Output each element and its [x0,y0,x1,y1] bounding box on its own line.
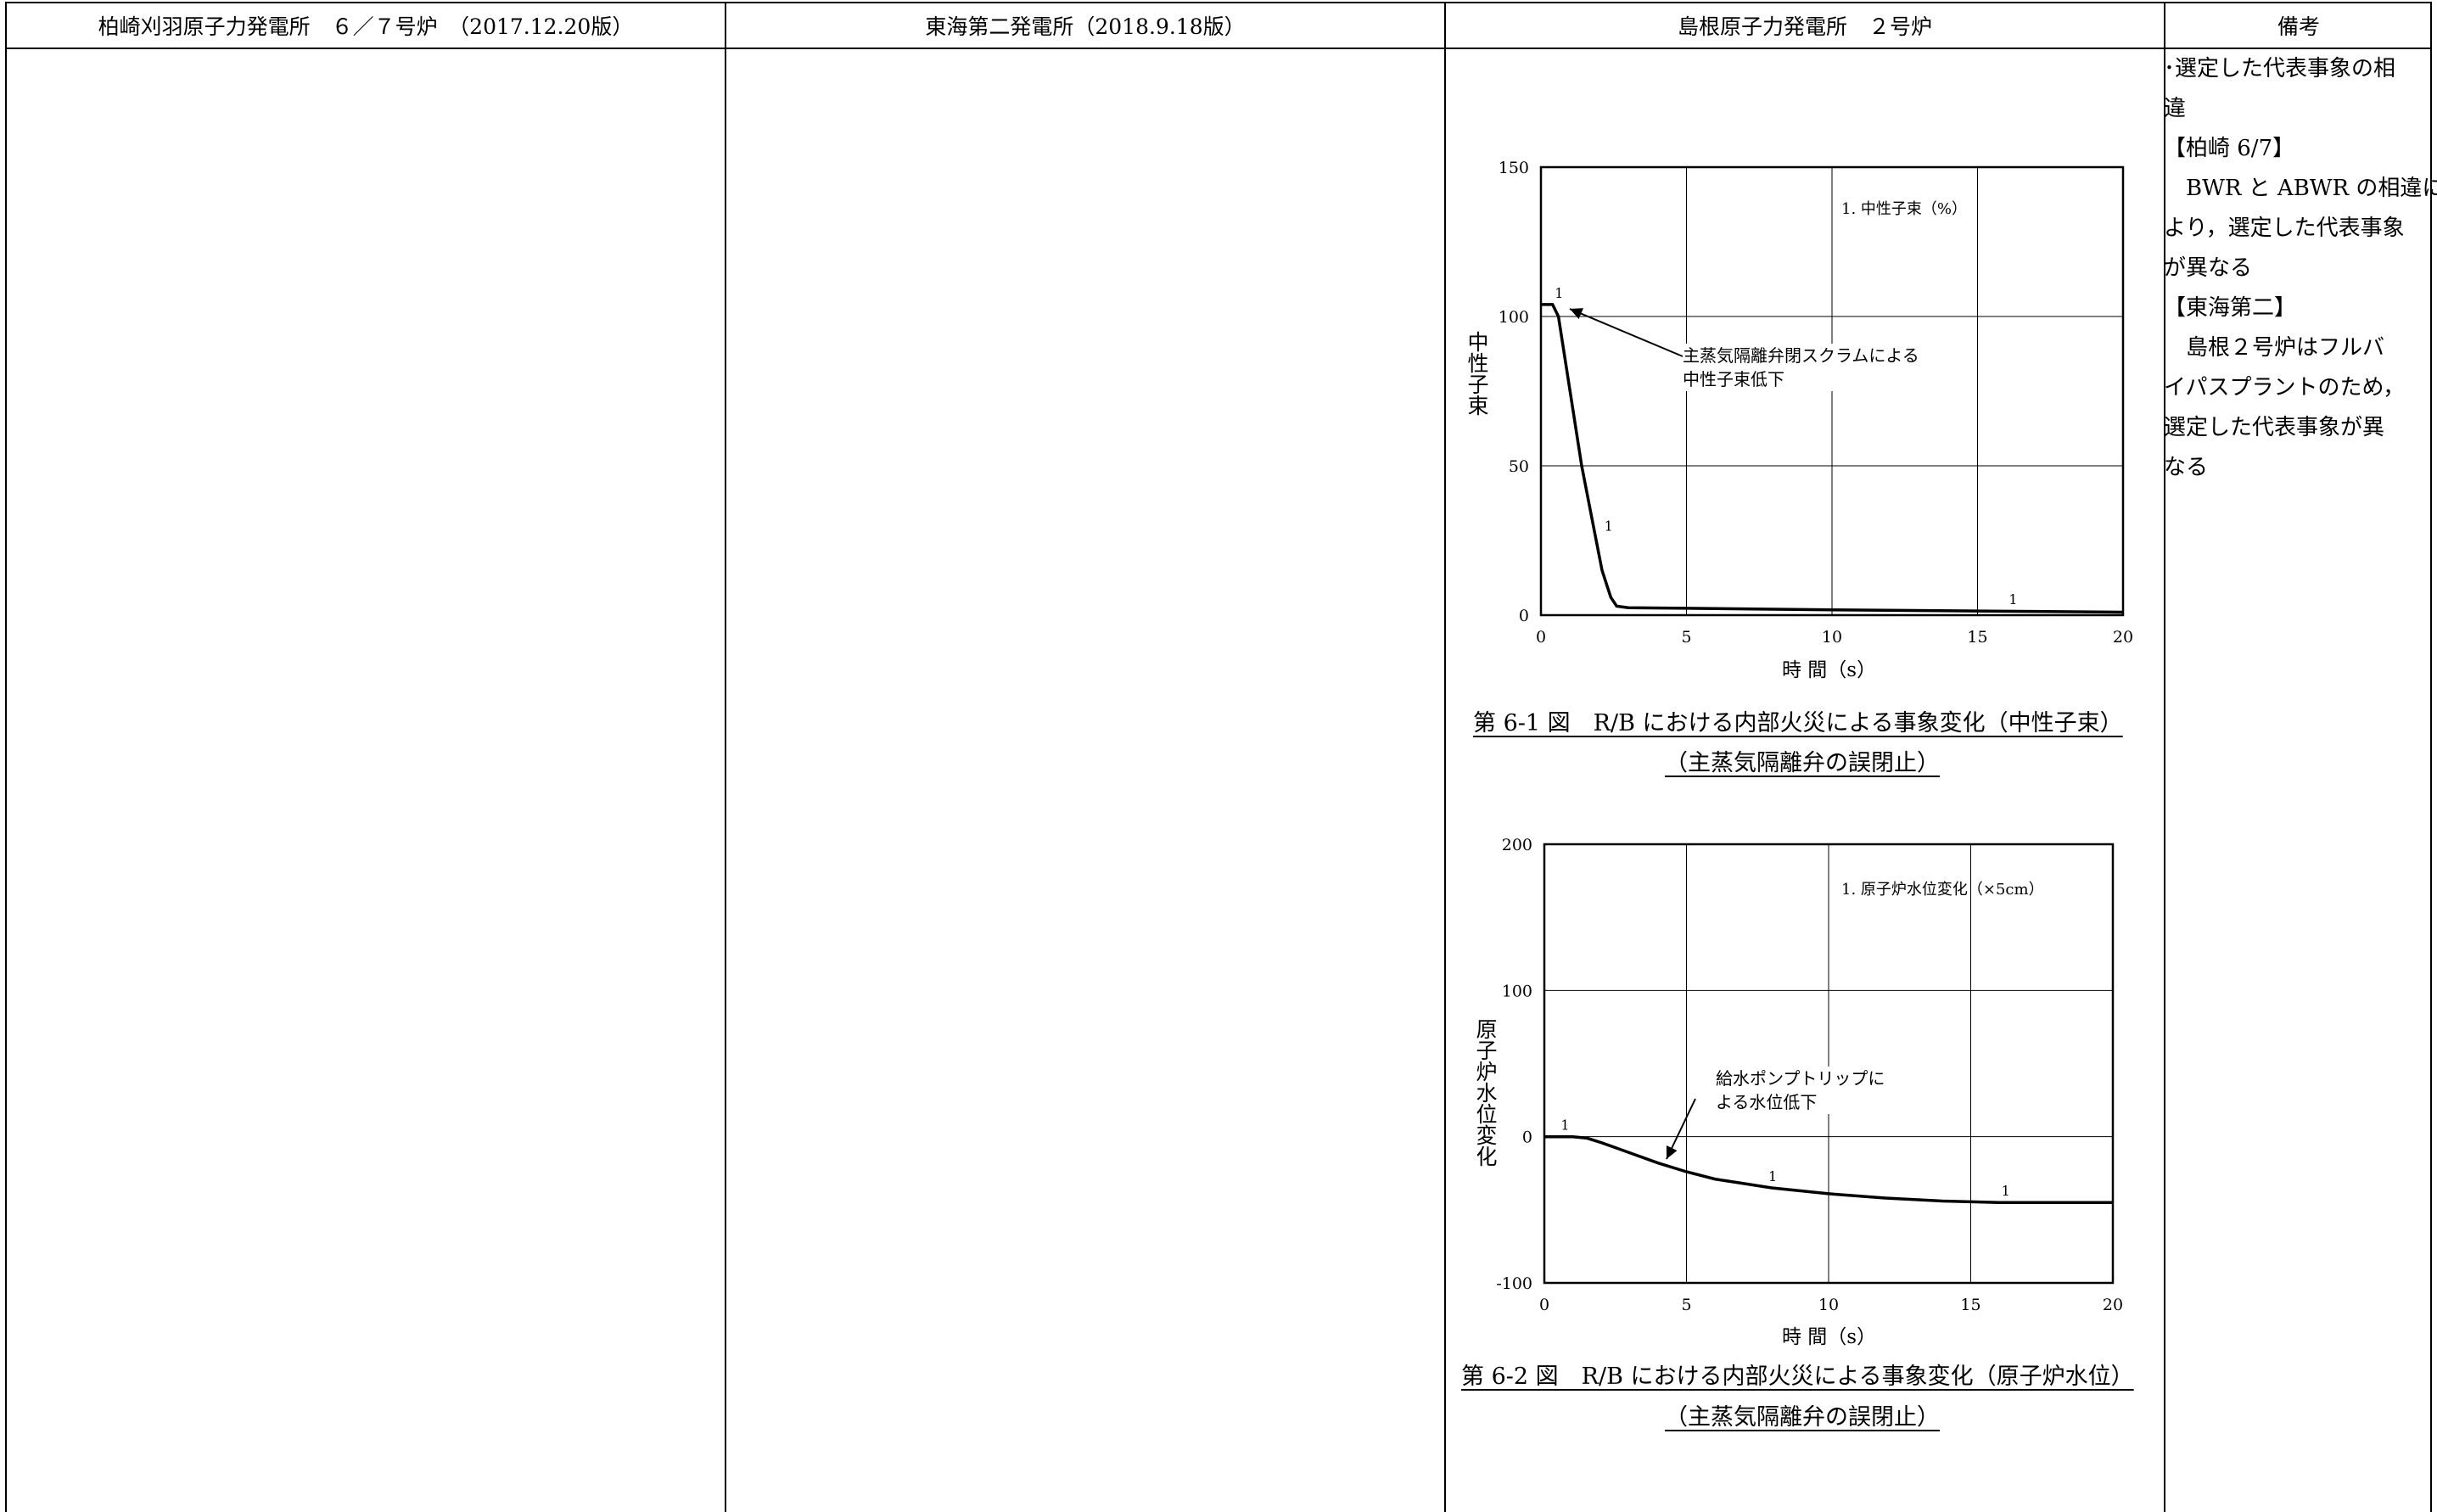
chart2-annotation-line: 給水ポンプトリップに [1716,1068,1885,1089]
figure2-caption-sub: （主蒸気隔離弁の誤閉止） [1665,1404,1940,1431]
header-tokai: 東海第二発電所（2018.9.18版） [925,14,1246,39]
figure2-caption: 第 6-2 図 R/B における内部火災による事象変化（原子炉水位） [1461,1364,2134,1390]
chart2-ylabel: 原子炉水位変化 [1472,1018,1498,1171]
header-remarks: 備考 [2277,14,2320,39]
chart1-annotation-line: 主蒸気隔離弁閉スクラムによる [1683,345,1919,366]
chart1-xlabel: 時 間（s） [1782,659,1877,681]
chart2-ylabel-text: 原子炉水位変化 [1473,1018,1498,1167]
chart2-legend: 1. 原子炉水位変化（×5cm） [1841,881,2044,899]
remarks-line: より，選定した代表事象 [2164,216,2405,241]
column-divider [1444,3,1446,1512]
chart2-annotation-line: よる水位低下 [1716,1092,1818,1112]
remarks-line: なる [2164,455,2209,480]
figure1-caption-sub: （主蒸気隔離弁の誤閉止） [1665,750,1940,776]
remarks-line: 【東海第二】 [2164,295,2297,321]
remarks-text: ･選定した代表事象の相 違 【柏崎 6/7】 BWR と ABWR の相違に よ… [2164,49,2437,488]
header-shimane: 島根原子力発電所 ２号炉 [1677,14,1932,39]
chart2-xlabel: 時 間（s） [1782,1326,1877,1348]
remarks-line: BWR と ABWR の相違に [2164,176,2437,201]
remarks-line: 【柏崎 6/7】 [2164,136,2295,161]
remarks-line: 違 [2164,96,2187,121]
chart1-ylabel: 中性子束 [1464,331,1489,420]
remarks-line: 島根２号炉はフルバ [2164,335,2385,361]
chart2-annotation: 給水ポンプトリップに よる水位低下 [1716,1067,1885,1114]
chart1-annotation: 主蒸気隔離弁閉スクラムによる 中性子束低下 [1683,344,1919,391]
remarks-line: イパスプラントのため， [2164,375,2406,400]
chart1-legend: 1. 中性子束（%） [1841,200,1967,218]
header-kashiwazaki: 柏崎刈羽原子力発電所 ６／７号炉 （2017.12.20版） [98,14,634,39]
remarks-line: ･選定した代表事象の相 [2164,56,2396,81]
column-divider [2164,3,2165,1512]
column-divider [725,3,726,1512]
remarks-line: 選定した代表事象が異 [2164,415,2385,440]
table-header: 柏崎刈羽原子力発電所 ６／７号炉 （2017.12.20版） 東海第二発電所（2… [7,3,2430,49]
remarks-line: が異なる [2164,255,2253,281]
chart1-annotation-line: 中性子束低下 [1683,369,1784,389]
chart1-ylabel-text: 中性子束 [1465,331,1489,416]
comparison-table: 柏崎刈羽原子力発電所 ６／７号炉 （2017.12.20版） 東海第二発電所（2… [5,2,2432,1512]
figure1-caption: 第 6-1 図 R/B における内部火災による事象変化（中性子束） [1473,710,2123,736]
